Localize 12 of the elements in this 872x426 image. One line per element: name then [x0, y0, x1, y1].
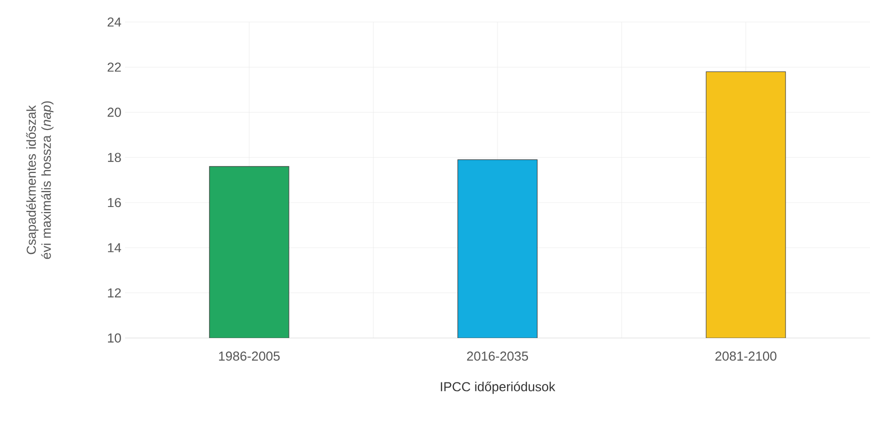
x-tick-label: 2016-2035	[467, 352, 528, 361]
y-tick-label: 22	[108, 62, 121, 72]
y-tick-label: 16	[108, 198, 121, 208]
y-tick-label: 24	[108, 17, 122, 27]
y-tick-label: 10	[108, 333, 121, 343]
x-axis-title: IPCC időperiódusok	[440, 382, 556, 394]
y-tick-label: 12	[108, 288, 121, 298]
x-tick-label: 2081-2100	[715, 352, 776, 361]
y-tick-label: 20	[108, 108, 121, 117]
y-tick-label: 14	[108, 243, 122, 252]
x-tick-label: 1986-2005	[219, 352, 280, 361]
y-tick-label: 18	[108, 152, 121, 162]
